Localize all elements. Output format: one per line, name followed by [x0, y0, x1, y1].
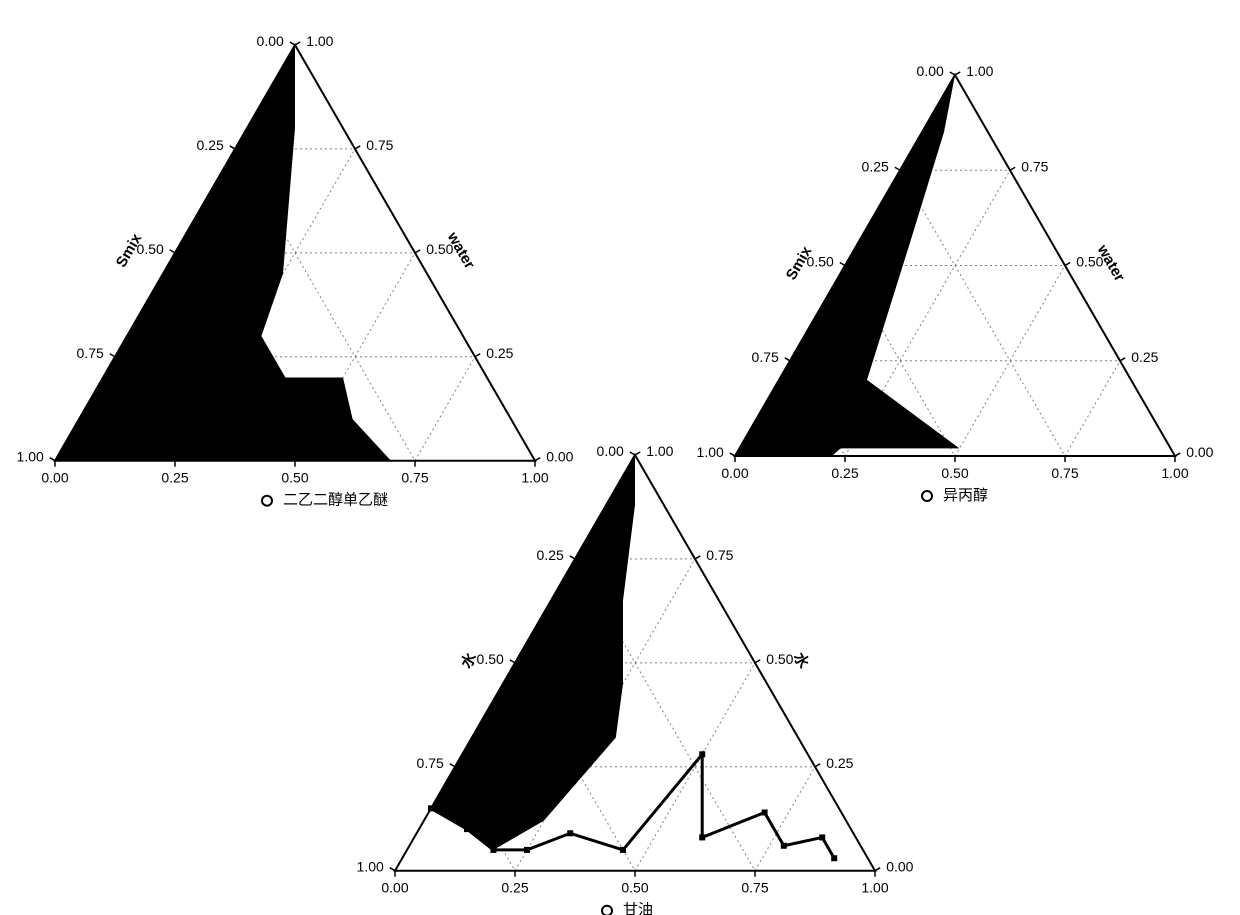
boundary-marker [490, 847, 496, 853]
boundary-marker [781, 843, 787, 849]
tick [755, 660, 760, 663]
right-tick-label: 0.00 [886, 859, 913, 875]
right-tick-label: 1.00 [646, 443, 673, 459]
tick [635, 452, 640, 455]
boundary-marker [762, 809, 768, 815]
tick [1175, 453, 1180, 456]
right-tick-label: 1.00 [966, 63, 993, 79]
bottom-tick-label: 0.25 [831, 465, 858, 481]
boundary-marker [819, 834, 825, 840]
tick [230, 146, 235, 149]
right-tick-label: 0.25 [1131, 349, 1158, 365]
left-tick-label: 0.25 [862, 158, 889, 174]
left-tick-label: 0.00 [597, 443, 624, 459]
bottom-axis-label: 甘油 [623, 902, 653, 915]
right-tick-label: 0.25 [826, 755, 853, 771]
tick [510, 660, 515, 663]
left-tick-label: 0.50 [477, 651, 504, 667]
bottom-tick-label: 0.75 [401, 470, 428, 486]
boundary-marker [620, 847, 626, 853]
bottom-tick-label: 0.75 [741, 880, 768, 896]
tick [295, 42, 300, 45]
boundary-marker [524, 847, 530, 853]
bottom-tick-label: 0.50 [281, 470, 308, 486]
bottom-tick-label: 0.50 [621, 880, 648, 896]
bottom-tick-label: 0.50 [941, 465, 968, 481]
tick [950, 72, 955, 75]
bottom-axis-label: 二乙二醇单乙醚 [283, 492, 388, 509]
right-tick-label: 0.00 [1186, 444, 1213, 460]
tick [630, 452, 635, 455]
grid-line [1065, 361, 1120, 456]
boundary-marker [831, 855, 837, 861]
tick [450, 764, 455, 767]
tick [415, 250, 420, 253]
bottom-tick-label: 0.75 [1051, 465, 1078, 481]
left-tick-label: 0.75 [752, 349, 779, 365]
tick [535, 458, 540, 461]
tick [570, 556, 575, 559]
tick [290, 42, 295, 45]
left-tick-label: 1.00 [17, 449, 44, 465]
left-tick-label: 0.75 [77, 345, 104, 361]
tick [1010, 167, 1015, 170]
boundary-marker [699, 834, 705, 840]
boundary-marker [464, 826, 470, 832]
tick [785, 358, 790, 361]
tick [875, 868, 880, 871]
tick [840, 263, 845, 266]
right-tick-label: 1.00 [306, 33, 333, 49]
bottom-tick-label: 0.00 [381, 880, 408, 896]
bottom-tick-label: 0.25 [161, 470, 188, 486]
bottom-tick-label: 0.25 [501, 880, 528, 896]
bottom-tick-label: 0.00 [41, 470, 68, 486]
legend-marker-icon [602, 906, 612, 915]
tick [815, 764, 820, 767]
left-tick-label: 0.75 [417, 755, 444, 771]
left-tick-label: 0.25 [537, 547, 564, 563]
right-tick-label: 0.75 [1021, 158, 1048, 174]
tick [695, 556, 700, 559]
tick [1120, 358, 1125, 361]
ternary-isopropanol: 0.000.250.500.751.000.000.250.500.751.00… [697, 63, 1214, 504]
left-tick-label: 1.00 [357, 859, 384, 875]
grid-line [900, 170, 1065, 456]
grid-line [415, 357, 475, 461]
ternary-glycerol: 0.00 0.25 0.50 0.75 1.00 0.00 0.25 0.50 0.75 1.00… [357, 443, 914, 915]
tick [50, 458, 55, 461]
tick [955, 72, 960, 75]
right-tick-label: 0.50 [766, 651, 793, 667]
left-tick-label: 0.00 [257, 33, 284, 49]
bottom-tick-label: 1.00 [861, 880, 888, 896]
tick [355, 146, 360, 149]
tick [730, 453, 735, 456]
tick [1065, 263, 1070, 266]
ternary-diethylglycol: 0.000.250.500.751.000.000.250.500.751.00… [17, 33, 574, 509]
boundary-marker [567, 830, 573, 836]
boundary-marker [699, 751, 705, 757]
left-tick-label: 0.00 [917, 63, 944, 79]
tick [895, 167, 900, 170]
tick [475, 354, 480, 357]
phase-region [431, 455, 635, 850]
bottom-tick-label: 0.00 [721, 465, 748, 481]
right-tick-label: 0.75 [366, 137, 393, 153]
right-tick-label: 0.00 [546, 449, 573, 465]
right-tick-label: 0.75 [706, 547, 733, 563]
tick [390, 868, 395, 871]
ternary-figure: 0.00 0.25 0.50 0.75 1.00 0.00 0.25 0.50 0.75 1.00… [0, 0, 1240, 915]
grid-line [755, 767, 815, 871]
left-tick-label: 0.25 [197, 137, 224, 153]
bottom-tick-label: 1.00 [1161, 465, 1188, 481]
legend-marker-icon [922, 491, 932, 501]
left-tick-label: 1.00 [697, 444, 724, 460]
right-tick-label: 0.25 [486, 345, 513, 361]
legend-marker-icon [262, 496, 272, 506]
tick [110, 354, 115, 357]
bottom-axis-label: 异丙醇 [943, 487, 988, 504]
bottom-tick-label: 1.00 [521, 470, 548, 486]
tick [170, 250, 175, 253]
